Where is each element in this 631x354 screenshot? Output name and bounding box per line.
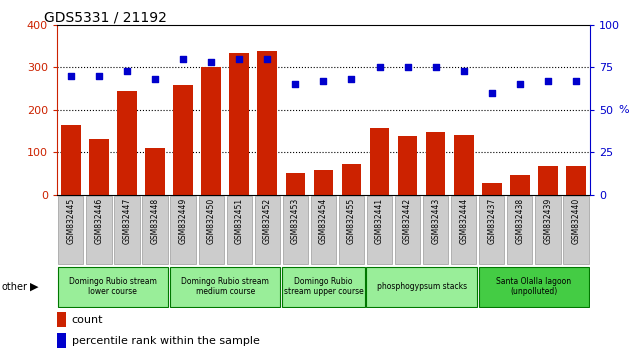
FancyBboxPatch shape: [451, 196, 476, 264]
Point: [571, 78, 581, 84]
Bar: [145, 148, 165, 195]
Text: percentile rank within the sample: percentile rank within the sample: [72, 336, 259, 346]
Text: GSM832448: GSM832448: [151, 198, 160, 244]
Text: GSM832439: GSM832439: [543, 198, 552, 245]
Bar: [370, 127, 389, 195]
Text: GSM832452: GSM832452: [262, 198, 272, 244]
Point: [346, 76, 357, 82]
Bar: [61, 125, 81, 195]
Text: GSM832445: GSM832445: [66, 198, 75, 245]
FancyBboxPatch shape: [86, 196, 112, 264]
Bar: [89, 139, 109, 195]
Point: [178, 56, 188, 62]
FancyBboxPatch shape: [479, 196, 504, 264]
Text: GDS5331 / 21192: GDS5331 / 21192: [44, 11, 167, 25]
Bar: [57, 333, 66, 348]
Text: GSM832451: GSM832451: [235, 198, 244, 244]
Text: ▶: ▶: [30, 282, 38, 292]
Text: Domingo Rubio stream
lower course: Domingo Rubio stream lower course: [69, 277, 157, 296]
Text: GSM832443: GSM832443: [431, 198, 440, 245]
FancyBboxPatch shape: [282, 267, 365, 307]
Text: GSM832444: GSM832444: [459, 198, 468, 245]
FancyBboxPatch shape: [283, 196, 308, 264]
FancyBboxPatch shape: [507, 196, 533, 264]
Text: Santa Olalla lagoon
(unpolluted): Santa Olalla lagoon (unpolluted): [497, 277, 572, 296]
FancyBboxPatch shape: [58, 196, 83, 264]
Point: [234, 56, 244, 62]
FancyBboxPatch shape: [563, 196, 589, 264]
Bar: [285, 173, 305, 195]
Text: GSM832450: GSM832450: [206, 198, 216, 245]
Text: other: other: [1, 282, 27, 292]
Point: [150, 76, 160, 82]
FancyBboxPatch shape: [199, 196, 224, 264]
FancyBboxPatch shape: [423, 196, 448, 264]
Text: GSM832442: GSM832442: [403, 198, 412, 244]
Bar: [510, 175, 529, 195]
Point: [66, 73, 76, 79]
Bar: [201, 67, 221, 195]
Text: GSM832446: GSM832446: [95, 198, 103, 245]
FancyBboxPatch shape: [170, 196, 196, 264]
Point: [206, 59, 216, 65]
FancyBboxPatch shape: [535, 196, 560, 264]
Text: phosphogypsum stacks: phosphogypsum stacks: [377, 282, 467, 291]
FancyBboxPatch shape: [395, 196, 420, 264]
FancyBboxPatch shape: [478, 267, 589, 307]
Bar: [230, 53, 249, 195]
FancyBboxPatch shape: [367, 196, 392, 264]
FancyBboxPatch shape: [310, 196, 336, 264]
Bar: [398, 136, 417, 195]
FancyBboxPatch shape: [114, 196, 139, 264]
Point: [430, 64, 440, 70]
Point: [374, 64, 384, 70]
Bar: [482, 183, 502, 195]
Bar: [341, 164, 362, 195]
Bar: [454, 135, 473, 195]
Point: [319, 78, 329, 84]
Point: [122, 68, 132, 74]
Text: GSM832440: GSM832440: [572, 198, 581, 245]
Text: GSM832441: GSM832441: [375, 198, 384, 244]
Text: GSM832438: GSM832438: [516, 198, 524, 244]
Point: [543, 78, 553, 84]
FancyBboxPatch shape: [57, 267, 168, 307]
Text: GSM832454: GSM832454: [319, 198, 328, 245]
Point: [459, 68, 469, 74]
FancyBboxPatch shape: [339, 196, 364, 264]
Text: GSM832453: GSM832453: [291, 198, 300, 245]
Text: GSM832455: GSM832455: [347, 198, 356, 245]
FancyBboxPatch shape: [255, 196, 280, 264]
Point: [487, 90, 497, 96]
Text: Domingo Rubio
stream upper course: Domingo Rubio stream upper course: [283, 277, 363, 296]
Text: GSM832437: GSM832437: [487, 198, 496, 245]
Point: [290, 81, 300, 87]
Bar: [566, 166, 586, 195]
Bar: [257, 51, 277, 195]
Bar: [57, 312, 66, 327]
Text: GSM832449: GSM832449: [179, 198, 187, 245]
FancyBboxPatch shape: [367, 267, 477, 307]
Bar: [174, 85, 193, 195]
FancyBboxPatch shape: [227, 196, 252, 264]
Text: count: count: [72, 315, 103, 325]
Bar: [314, 170, 333, 195]
Text: Domingo Rubio stream
medium course: Domingo Rubio stream medium course: [181, 277, 269, 296]
FancyBboxPatch shape: [143, 196, 168, 264]
Bar: [117, 91, 137, 195]
Text: GSM832447: GSM832447: [122, 198, 131, 245]
Point: [403, 64, 413, 70]
Point: [262, 56, 273, 62]
Bar: [538, 166, 558, 195]
Y-axis label: %: %: [619, 105, 630, 115]
Point: [515, 81, 525, 87]
Bar: [426, 132, 445, 195]
FancyBboxPatch shape: [170, 267, 280, 307]
Point: [94, 73, 104, 79]
